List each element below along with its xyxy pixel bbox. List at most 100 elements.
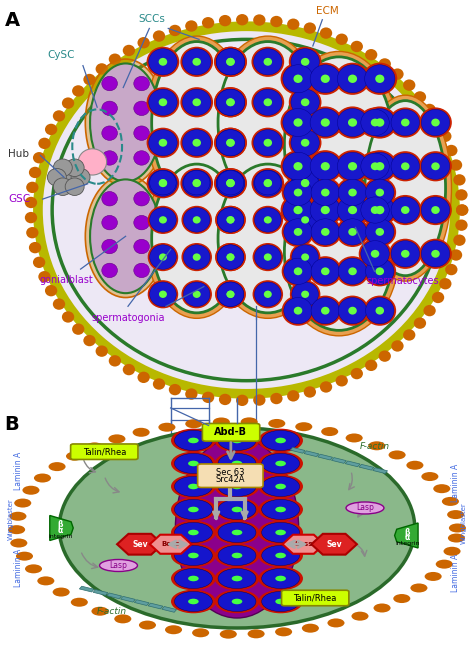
Circle shape xyxy=(392,68,404,80)
Circle shape xyxy=(310,109,340,136)
Ellipse shape xyxy=(346,502,384,514)
Circle shape xyxy=(264,139,272,147)
Circle shape xyxy=(389,451,406,459)
Circle shape xyxy=(301,139,310,147)
Circle shape xyxy=(283,109,313,136)
Circle shape xyxy=(193,291,201,298)
Circle shape xyxy=(253,280,283,309)
Circle shape xyxy=(174,592,212,611)
Circle shape xyxy=(192,628,209,638)
Circle shape xyxy=(391,241,419,267)
Circle shape xyxy=(215,544,259,567)
Circle shape xyxy=(62,311,74,322)
Circle shape xyxy=(258,474,303,498)
Circle shape xyxy=(301,179,310,187)
Circle shape xyxy=(379,351,391,362)
Circle shape xyxy=(294,267,302,275)
Circle shape xyxy=(336,295,369,326)
Circle shape xyxy=(290,206,320,234)
Circle shape xyxy=(337,152,368,180)
Circle shape xyxy=(337,64,368,93)
Circle shape xyxy=(310,152,340,180)
Circle shape xyxy=(96,63,108,74)
Circle shape xyxy=(232,484,242,490)
Circle shape xyxy=(215,243,246,271)
Circle shape xyxy=(445,145,457,156)
Circle shape xyxy=(215,520,259,544)
Circle shape xyxy=(450,159,462,170)
Circle shape xyxy=(174,430,212,451)
Circle shape xyxy=(365,218,394,245)
Polygon shape xyxy=(79,586,94,592)
Circle shape xyxy=(264,179,272,187)
Circle shape xyxy=(456,205,468,216)
Circle shape xyxy=(215,206,246,234)
Circle shape xyxy=(456,205,468,216)
Polygon shape xyxy=(107,593,122,599)
Circle shape xyxy=(146,128,179,158)
Circle shape xyxy=(232,438,242,443)
Polygon shape xyxy=(283,535,324,554)
Circle shape xyxy=(192,179,201,187)
Circle shape xyxy=(375,189,384,197)
Circle shape xyxy=(414,91,426,103)
Circle shape xyxy=(336,178,369,208)
Circle shape xyxy=(150,170,176,195)
Text: gonialblast: gonialblast xyxy=(39,275,93,285)
Text: A: A xyxy=(5,11,20,30)
Circle shape xyxy=(169,384,181,395)
Circle shape xyxy=(281,150,316,182)
Circle shape xyxy=(188,484,199,490)
Circle shape xyxy=(182,243,212,271)
Text: spermatogonia: spermatogonia xyxy=(91,313,165,323)
Circle shape xyxy=(62,97,74,109)
Circle shape xyxy=(226,179,235,187)
Circle shape xyxy=(215,168,246,197)
Circle shape xyxy=(375,267,384,275)
Circle shape xyxy=(291,170,319,196)
Circle shape xyxy=(226,58,235,66)
Ellipse shape xyxy=(212,36,323,209)
Circle shape xyxy=(10,538,27,547)
Text: ECM: ECM xyxy=(316,6,338,16)
Circle shape xyxy=(134,151,149,165)
Circle shape xyxy=(431,250,440,258)
Circle shape xyxy=(361,109,389,136)
Circle shape xyxy=(232,461,242,467)
Circle shape xyxy=(226,179,235,187)
Circle shape xyxy=(375,228,384,236)
Text: α: α xyxy=(58,526,63,535)
Circle shape xyxy=(150,282,176,307)
Circle shape xyxy=(423,305,436,316)
Circle shape xyxy=(338,218,367,245)
Circle shape xyxy=(253,243,283,271)
Circle shape xyxy=(371,118,379,126)
Circle shape xyxy=(216,170,245,196)
Circle shape xyxy=(311,218,339,245)
Text: Talin/Rhea: Talin/Rhea xyxy=(82,447,126,456)
Circle shape xyxy=(183,208,210,232)
Circle shape xyxy=(262,522,300,542)
Circle shape xyxy=(180,47,213,77)
Circle shape xyxy=(253,206,283,234)
Circle shape xyxy=(335,194,370,226)
FancyBboxPatch shape xyxy=(282,590,349,606)
Circle shape xyxy=(182,130,211,156)
Circle shape xyxy=(290,280,320,309)
Circle shape xyxy=(218,592,256,611)
Text: Hub: Hub xyxy=(9,149,29,159)
Circle shape xyxy=(302,624,319,633)
Circle shape xyxy=(217,245,244,269)
Circle shape xyxy=(289,88,321,117)
Circle shape xyxy=(293,74,302,83)
Circle shape xyxy=(183,245,210,269)
Circle shape xyxy=(214,47,247,77)
Circle shape xyxy=(232,599,242,604)
Circle shape xyxy=(365,152,395,180)
Circle shape xyxy=(220,630,237,639)
Circle shape xyxy=(275,553,286,558)
Circle shape xyxy=(374,603,391,613)
Circle shape xyxy=(289,168,321,198)
Circle shape xyxy=(304,386,316,397)
Circle shape xyxy=(134,191,149,206)
